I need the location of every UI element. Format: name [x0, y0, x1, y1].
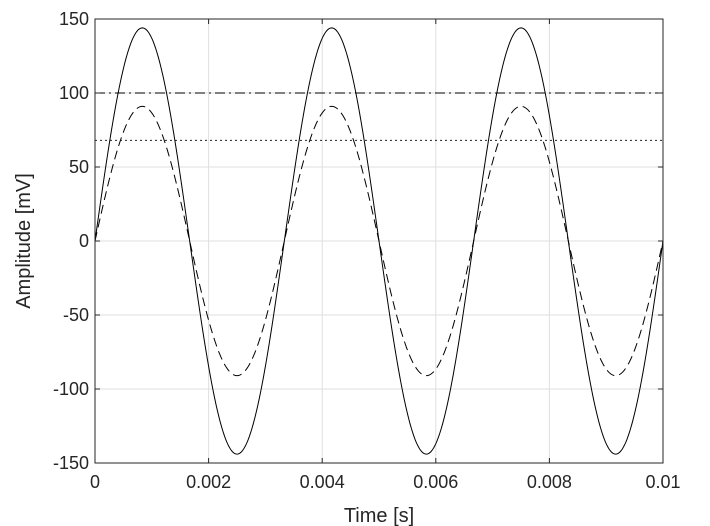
ticks: 0 0.002 0.004 0.006 0.008 0.01 -150 -100 -50 0 50 1… [53, 9, 681, 492]
y-tick-label: -50 [63, 305, 89, 325]
series-line-dashed [94, 105, 664, 377]
x-tick-label: 0.008 [527, 472, 572, 492]
x-tick-label: 0 [90, 472, 100, 492]
x-tick-label: 0.002 [186, 472, 231, 492]
x-axis-label: Time [s] [344, 505, 414, 526]
x-tick-label: 0.01 [645, 472, 680, 492]
series-group [94, 27, 664, 455]
y-tick-label: 150 [59, 9, 89, 29]
x-tick-label: 0.004 [300, 472, 345, 492]
y-axis-label: Amplitude [mV] [13, 173, 35, 309]
x-tick-label: 0.006 [413, 472, 458, 492]
y-tick-label: -150 [53, 453, 89, 473]
y-tick-label: 100 [59, 83, 89, 103]
y-tick-label: 0 [79, 231, 89, 251]
y-tick-label: -100 [53, 379, 89, 399]
y-tick-label: 50 [69, 157, 89, 177]
